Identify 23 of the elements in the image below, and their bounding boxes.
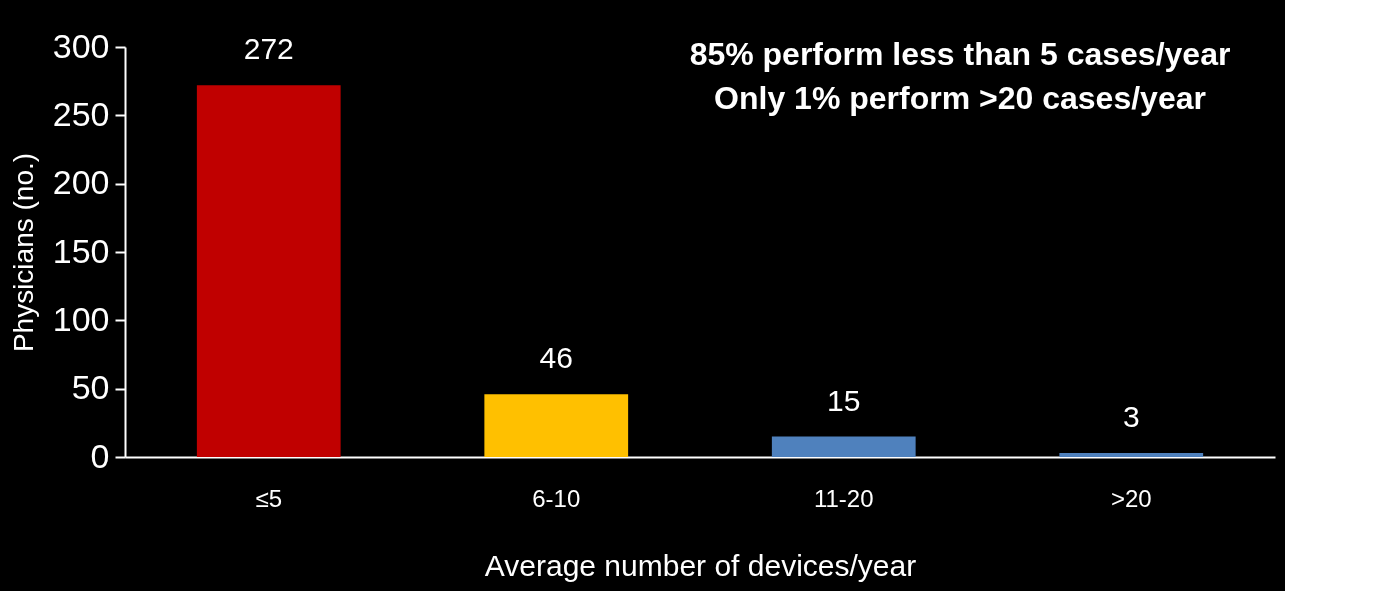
data-label: 3 xyxy=(1122,399,1140,433)
y-tick-label: 250 xyxy=(52,94,110,133)
data-label: 46 xyxy=(539,341,573,375)
y-tick-label: 100 xyxy=(52,299,110,338)
y-tick-label: 300 xyxy=(52,26,110,65)
data-label: 15 xyxy=(827,383,861,417)
y-tick-label: 0 xyxy=(90,436,110,475)
annotation: Only 1% perform >20 cases/year xyxy=(714,80,1206,116)
y-tick-label: 150 xyxy=(52,231,110,270)
annotation: 85% perform less than 5 cases/year xyxy=(689,36,1231,72)
bar xyxy=(196,85,341,457)
y-tick-label: 50 xyxy=(71,368,110,407)
x-tick-label: >20 xyxy=(1110,484,1152,512)
bar xyxy=(1059,452,1204,457)
x-tick-label: 6-10 xyxy=(532,484,581,512)
y-tick-label: 200 xyxy=(52,163,110,202)
bar xyxy=(771,436,916,457)
x-tick-label: ≤5 xyxy=(255,484,283,512)
x-axis-title: Average number of devices/year xyxy=(484,548,917,582)
y-axis-title: Physicians (no.) xyxy=(7,152,39,353)
x-tick-label: 11-20 xyxy=(813,484,874,512)
data-label: 272 xyxy=(243,32,294,66)
bar xyxy=(484,394,629,457)
